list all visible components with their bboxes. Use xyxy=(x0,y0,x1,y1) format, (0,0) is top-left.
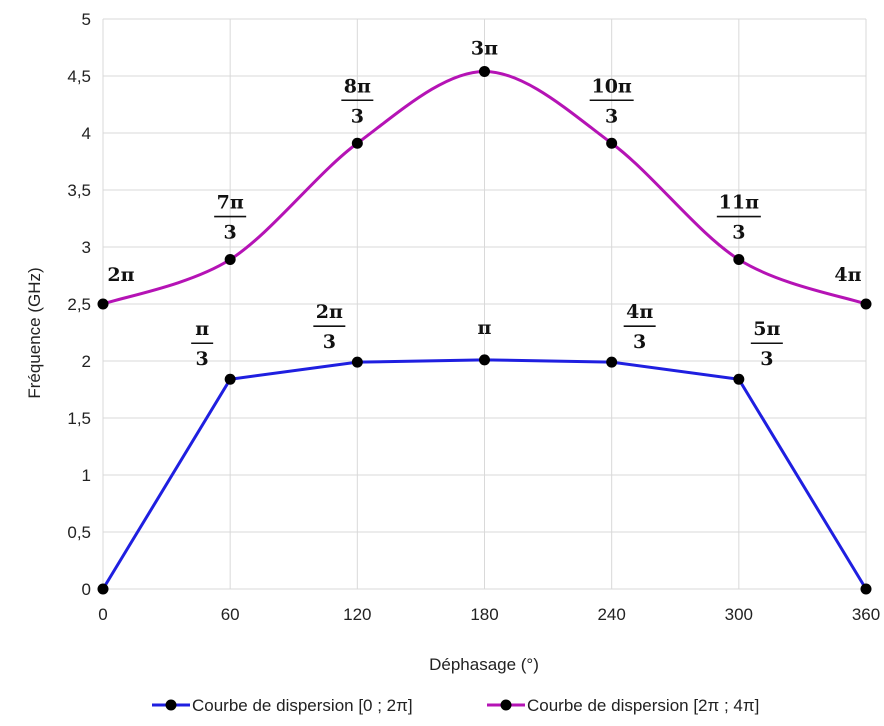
y-tick-label: 2 xyxy=(82,352,91,371)
y-tick-label: 1,5 xyxy=(67,409,91,428)
label-denominator: 3 xyxy=(224,222,237,244)
label-numerator: π xyxy=(478,317,492,339)
series-group xyxy=(97,65,872,595)
label-numerator: π xyxy=(195,318,209,340)
label-denominator: 3 xyxy=(760,348,773,370)
data-point xyxy=(97,583,109,595)
x-tick-label: 0 xyxy=(98,605,107,624)
legend-swatch-marker xyxy=(165,699,177,711)
grid-lines xyxy=(102,18,867,590)
y-axis-title: Fréquence (GHz) xyxy=(25,267,44,398)
label-numerator: 11π xyxy=(719,192,759,214)
point-label: 2π3 xyxy=(313,301,346,353)
label-numerator: 10π xyxy=(591,75,631,97)
y-tick-label: 5 xyxy=(82,10,91,29)
label-denominator: 3 xyxy=(732,222,745,244)
label-numerator: 4π xyxy=(834,264,861,286)
data-point xyxy=(733,373,745,385)
data-point xyxy=(606,137,618,149)
data-point xyxy=(860,298,872,310)
point-label: 4π xyxy=(834,264,861,286)
label-denominator: 3 xyxy=(323,331,336,353)
point-label: π3 xyxy=(191,318,214,370)
label-denominator: 3 xyxy=(605,105,618,127)
label-numerator: 8π xyxy=(344,75,371,97)
point-label: 2π xyxy=(107,264,134,286)
data-point xyxy=(97,298,109,310)
point-label: 5π3 xyxy=(750,318,783,370)
label-denominator: 3 xyxy=(196,348,209,370)
x-tick-label: 180 xyxy=(470,605,498,624)
label-numerator: 2π xyxy=(107,264,134,286)
data-point xyxy=(479,65,490,77)
legend-item-2: Courbe de dispersion [2π ; 4π] xyxy=(487,696,759,715)
data-point xyxy=(224,373,236,385)
y-tick-label: 0,5 xyxy=(67,523,91,542)
point-label: π xyxy=(478,317,492,339)
x-axis-title: Déphasage (°) xyxy=(429,655,539,674)
legend-label: Courbe de dispersion [2π ; 4π] xyxy=(527,696,759,715)
data-point xyxy=(224,254,236,266)
y-tick-label: 3,5 xyxy=(67,181,91,200)
x-tick-label: 120 xyxy=(343,605,371,624)
y-tick-label: 0 xyxy=(82,580,91,599)
label-denominator: 3 xyxy=(351,105,364,127)
label-numerator: 2π xyxy=(316,301,343,323)
legend-label: Courbe de dispersion [0 ; 2π] xyxy=(192,696,413,715)
data-point xyxy=(351,356,363,368)
data-point xyxy=(733,254,745,266)
data-point xyxy=(860,583,872,595)
point-label: 8π3 xyxy=(341,75,374,127)
y-tick-label: 4,5 xyxy=(67,67,91,86)
label-numerator: 4π xyxy=(626,301,653,323)
y-tick-label: 3 xyxy=(82,238,91,257)
point-label: 7π3 xyxy=(214,192,247,244)
y-tick-label: 4 xyxy=(82,124,91,143)
x-tick-label: 360 xyxy=(852,605,880,624)
y-tick-label: 2,5 xyxy=(67,295,91,314)
point-label: 4π3 xyxy=(623,301,656,353)
legend-item-1: Courbe de dispersion [0 ; 2π] xyxy=(152,696,413,715)
x-tick-label: 300 xyxy=(725,605,753,624)
data-point xyxy=(606,356,618,368)
label-denominator: 3 xyxy=(633,331,646,353)
x-axis-ticks: 0 60 120 180 240 300 360 xyxy=(98,605,880,624)
data-point xyxy=(479,354,490,366)
y-tick-label: 1 xyxy=(82,466,91,485)
x-tick-label: 60 xyxy=(221,605,240,624)
x-tick-label: 240 xyxy=(597,605,625,624)
legend-swatch-marker xyxy=(500,699,512,711)
data-point xyxy=(351,137,363,149)
legend: Courbe de dispersion [0 ; 2π] Courbe de d… xyxy=(152,696,759,715)
y-axis-ticks: 0 0,5 1 1,5 2 2,5 3 3,5 4 4,5 5 xyxy=(67,10,91,599)
label-numerator: 3π xyxy=(471,37,498,59)
label-numerator: 5π xyxy=(753,318,780,340)
point-label: 3π xyxy=(471,37,498,59)
label-numerator: 7π xyxy=(217,192,244,214)
